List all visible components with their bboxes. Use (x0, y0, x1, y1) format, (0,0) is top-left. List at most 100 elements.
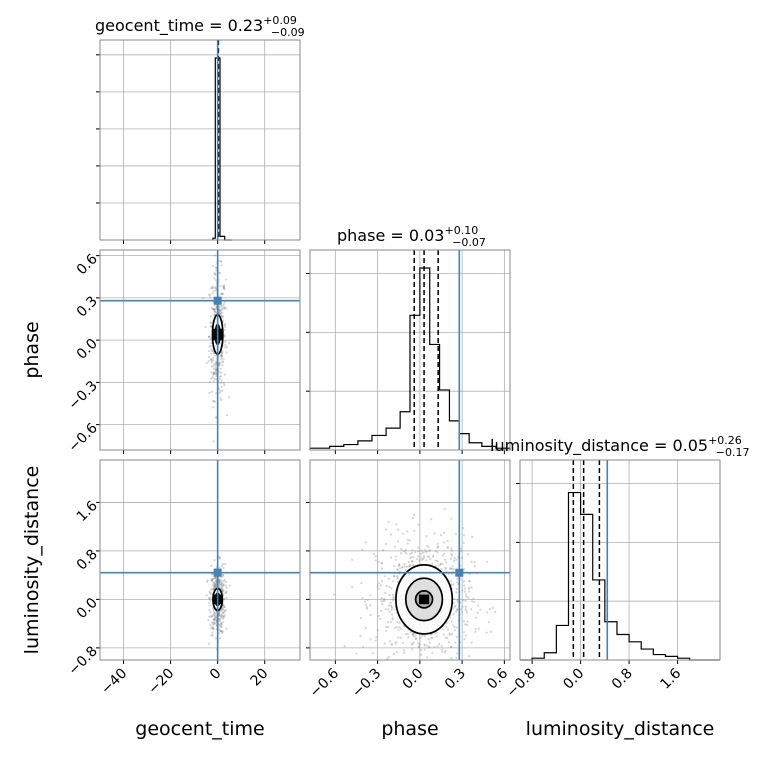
sample-point (381, 549, 385, 552)
sample-point (396, 575, 399, 578)
sample-point (380, 600, 383, 603)
sample-point (212, 626, 215, 630)
sample-point (411, 643, 414, 646)
sample-point (220, 353, 223, 357)
sample-point (222, 357, 225, 360)
sample-point (394, 642, 397, 645)
sample-point (494, 610, 497, 614)
sample-point (389, 533, 393, 536)
sample-point (224, 340, 227, 343)
x-tick-label-phase: 0.0 (400, 666, 427, 693)
sample-point (420, 552, 423, 556)
sample-point (214, 307, 217, 310)
sample-point (220, 292, 223, 295)
sample-point (409, 630, 412, 634)
sample-point (211, 621, 214, 624)
sample-point (402, 549, 405, 553)
sample-point (207, 596, 211, 599)
sample-point (213, 308, 216, 311)
sample-point (410, 560, 414, 563)
sample-point (445, 625, 448, 628)
sample-point (222, 287, 225, 290)
sample-point (489, 630, 493, 633)
sample-point (441, 648, 444, 651)
sample-point (376, 585, 379, 588)
sample-point (471, 600, 474, 603)
sample-point (426, 671, 428, 673)
sample-point (453, 605, 456, 608)
sample-point (222, 598, 226, 601)
sample-point (225, 307, 228, 310)
sample-point (209, 611, 212, 614)
sample-point (460, 556, 463, 560)
y-tick-label-luminosity_distance: −0.8 (65, 643, 100, 678)
sample-point (213, 277, 216, 280)
sample-point (417, 559, 421, 562)
y-tick-label-phase: −0.6 (65, 420, 100, 455)
sample-point (214, 584, 217, 587)
sample-point (218, 628, 221, 631)
sample-point (394, 640, 398, 644)
sample-point (470, 560, 473, 563)
sample-point (420, 653, 423, 656)
sample-point (211, 614, 214, 617)
sample-point (214, 577, 218, 580)
sample-point (219, 313, 222, 316)
sample-point (459, 608, 463, 611)
sample-point (220, 621, 223, 625)
sample-point (215, 368, 218, 372)
sample-point (479, 608, 482, 611)
sample-point (211, 580, 214, 583)
sample-point (380, 561, 383, 564)
sample-point (377, 582, 381, 585)
sample-point (437, 564, 440, 567)
sample-point (453, 557, 456, 560)
truth-marker (455, 568, 464, 577)
sample-point (223, 578, 226, 582)
sample-point (213, 617, 216, 621)
sample-point (450, 620, 453, 623)
sample-point (214, 582, 217, 585)
sample-point (467, 596, 470, 599)
sample-point (388, 640, 392, 643)
sample-point (224, 343, 227, 347)
sample-point (219, 630, 222, 633)
sample-point (384, 629, 388, 633)
sample-point (223, 301, 226, 304)
sample-point (456, 600, 460, 603)
sample-point (380, 562, 384, 565)
sample-point (388, 593, 391, 596)
sample-point (411, 564, 414, 567)
sample-point (387, 577, 390, 580)
sample-point (220, 357, 223, 360)
sample-point (210, 377, 213, 380)
sample-point (406, 530, 409, 533)
x-tick-label-phase: −0.3 (349, 666, 384, 701)
sample-point (426, 673, 428, 675)
sample-point (210, 578, 213, 581)
sample-point (408, 539, 411, 542)
sample-point (400, 547, 403, 551)
sample-point (220, 613, 224, 616)
histogram-step-geocent_time (212, 57, 232, 241)
sample-point (397, 563, 401, 566)
panels-layer: −40 −20 0 20 −0.6 −0.3 0.0 0.3 0.6−0.8 0.0 0.8 1.6−… (65, 39, 721, 701)
sample-point (214, 369, 217, 372)
sample-point (383, 575, 386, 578)
sample-point (377, 614, 381, 618)
sample-point (221, 588, 225, 591)
sample-point (390, 643, 393, 646)
sample-point (371, 651, 374, 655)
sample-point (366, 598, 370, 602)
sample-point (221, 620, 225, 623)
sample-point (220, 608, 224, 611)
sample-point (462, 599, 465, 602)
sample-point (208, 597, 211, 600)
sample-point (462, 534, 466, 537)
sample-point (210, 365, 213, 368)
title-geocent-time: geocent_time = 0.23+0.09 −0.09 (95, 14, 305, 39)
sample-point (454, 641, 457, 644)
sample-point (214, 637, 218, 640)
sample-point (419, 636, 422, 640)
sample-point (436, 559, 439, 563)
